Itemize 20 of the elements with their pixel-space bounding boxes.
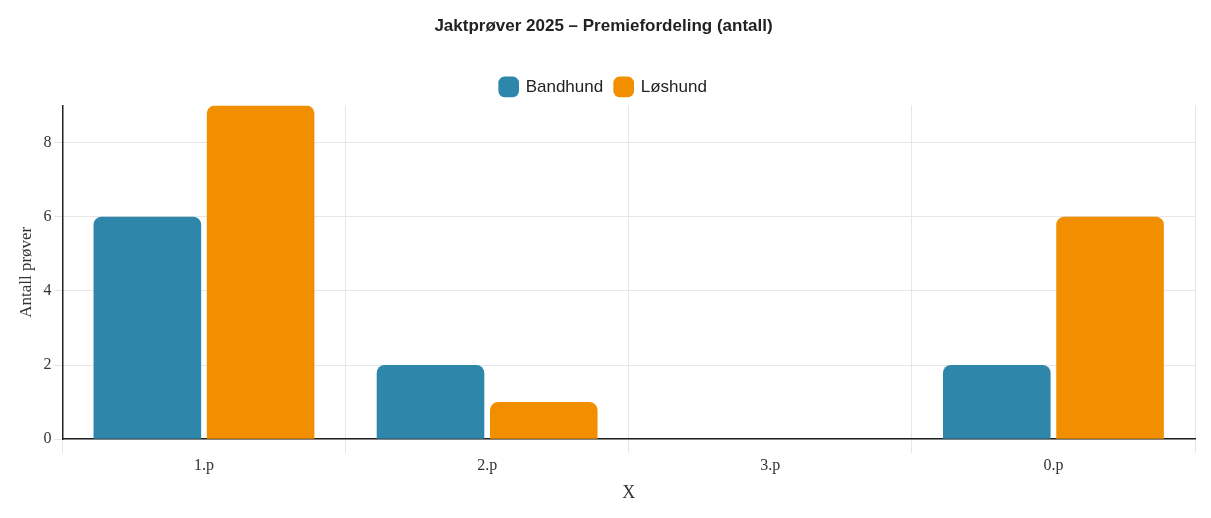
bar xyxy=(206,105,315,439)
bar xyxy=(489,402,598,439)
x-tick-label: 3.p xyxy=(760,456,781,474)
y-tick-label: 8 xyxy=(43,132,52,150)
x-axis-title: X xyxy=(622,481,636,502)
bar xyxy=(943,365,1051,439)
x-tick-label: 1.p xyxy=(193,456,214,474)
y-tick-label: 0 xyxy=(43,429,52,447)
legend-label: Bandhund xyxy=(525,76,604,96)
y-tick-label: 6 xyxy=(43,206,52,224)
legend-label: Løshund xyxy=(640,76,707,96)
chart-title: Jaktprøver 2025 – Premiefordeling (antall) xyxy=(434,15,773,35)
y-tick-label: 4 xyxy=(43,281,52,299)
x-tick-label: 2.p xyxy=(477,456,498,474)
bar xyxy=(376,365,485,439)
bar xyxy=(1056,216,1164,439)
bar xyxy=(93,216,202,439)
x-tick-label: 0.p xyxy=(1043,456,1064,474)
y-axis-title: Antall prøver xyxy=(15,226,35,318)
y-tick-label: 2 xyxy=(43,355,52,373)
